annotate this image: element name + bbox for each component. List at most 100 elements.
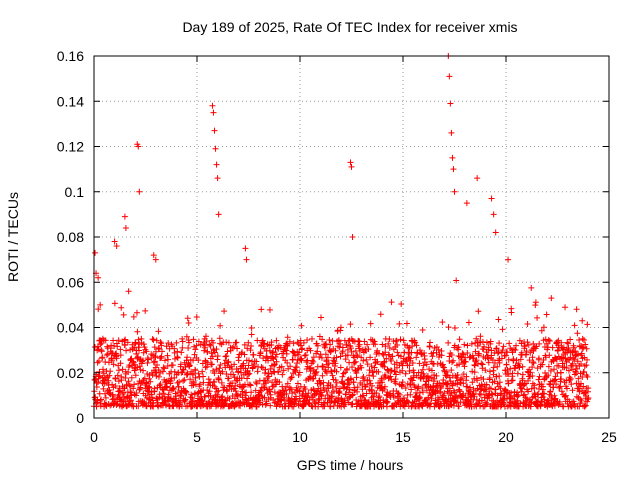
data-point: [571, 356, 578, 363]
x-axis-label: GPS time / hours: [297, 457, 404, 473]
data-point: [142, 307, 149, 314]
data-point: [184, 315, 191, 322]
data-point: [352, 358, 359, 365]
data-point: [444, 399, 451, 406]
data-point: [95, 373, 102, 380]
data-point: [155, 367, 162, 374]
data-point: [297, 342, 304, 349]
data-point: [146, 375, 153, 382]
data-point: [379, 379, 386, 386]
data-point: [140, 341, 147, 348]
data-point: [253, 380, 260, 387]
data-point: [390, 394, 397, 401]
data-point: [514, 397, 521, 404]
data-point: [496, 373, 503, 380]
data-point: [245, 357, 252, 364]
data-point: [145, 356, 152, 363]
data-point: [519, 363, 526, 370]
data-point: [203, 363, 210, 370]
data-point: [143, 348, 150, 355]
data-point: [286, 384, 293, 391]
data-point: [524, 339, 531, 346]
data-point: [160, 390, 167, 397]
data-point: [195, 370, 202, 377]
data-point: [248, 324, 255, 331]
data-point: [339, 373, 346, 380]
data-point: [366, 377, 373, 384]
data-point: [139, 357, 146, 364]
data-point: [258, 306, 265, 313]
data-point: [302, 352, 309, 359]
data-point: [261, 383, 268, 390]
data-point: [96, 372, 103, 379]
data-point: [132, 372, 139, 379]
data-point: [562, 392, 569, 399]
data-point: [552, 373, 559, 380]
data-point: [235, 368, 242, 375]
data-point: [461, 341, 468, 348]
data-point: [386, 345, 393, 352]
data-point: [262, 401, 269, 408]
data-point: [109, 391, 116, 398]
data-point: [314, 342, 321, 349]
data-point: [246, 381, 253, 388]
data-point: [558, 388, 565, 395]
data-point: [476, 390, 483, 397]
data-point: [107, 402, 114, 409]
data-point: [505, 380, 512, 387]
data-point: [179, 344, 186, 351]
data-point: [534, 314, 541, 321]
data-point: [385, 340, 392, 347]
data-point: [177, 361, 184, 368]
data-point: [503, 395, 510, 402]
data-point: [117, 352, 124, 359]
data-point: [505, 371, 512, 378]
data-point: [261, 394, 268, 401]
data-point: [298, 322, 305, 329]
y-tick-label: 0.06: [57, 274, 84, 290]
data-point: [129, 362, 136, 369]
data-point: [425, 375, 432, 382]
data-point-peak: [135, 143, 142, 150]
data-point: [244, 375, 251, 382]
data-point: [249, 364, 256, 371]
data-point: [513, 342, 520, 349]
data-point: [562, 355, 569, 362]
y-tick-label: 0.14: [57, 93, 84, 109]
data-point: [324, 399, 331, 406]
data-point: [284, 334, 291, 341]
data-point: [238, 375, 245, 382]
data-point: [543, 340, 550, 347]
data-point: [140, 367, 147, 374]
data-point: [474, 377, 481, 384]
data-point: [335, 337, 342, 344]
data-point: [113, 401, 120, 408]
data-point: [456, 388, 463, 395]
data-point: [494, 398, 501, 405]
data-point: [554, 338, 561, 345]
data-point: [308, 402, 315, 409]
data-point-peak: [209, 102, 216, 109]
data-point: [305, 390, 312, 397]
data-point: [126, 382, 133, 389]
data-point: [224, 387, 231, 394]
data-point: [222, 353, 229, 360]
data-point: [495, 316, 502, 323]
data-point: [161, 393, 168, 400]
data-point: [127, 388, 134, 395]
data-point: [245, 371, 252, 378]
data-point-peak: [242, 245, 249, 252]
data-point: [365, 346, 372, 353]
data-point: [453, 374, 460, 381]
data-point: [443, 368, 450, 375]
data-point: [512, 347, 519, 354]
data-point: [170, 385, 177, 392]
data-point: [445, 324, 452, 331]
data-point: [163, 402, 170, 409]
data-point: [546, 352, 553, 359]
data-point: [518, 388, 525, 395]
data-point: [353, 374, 360, 381]
data-point: [211, 349, 218, 356]
data-point: [579, 335, 586, 342]
data-point: [532, 302, 539, 309]
